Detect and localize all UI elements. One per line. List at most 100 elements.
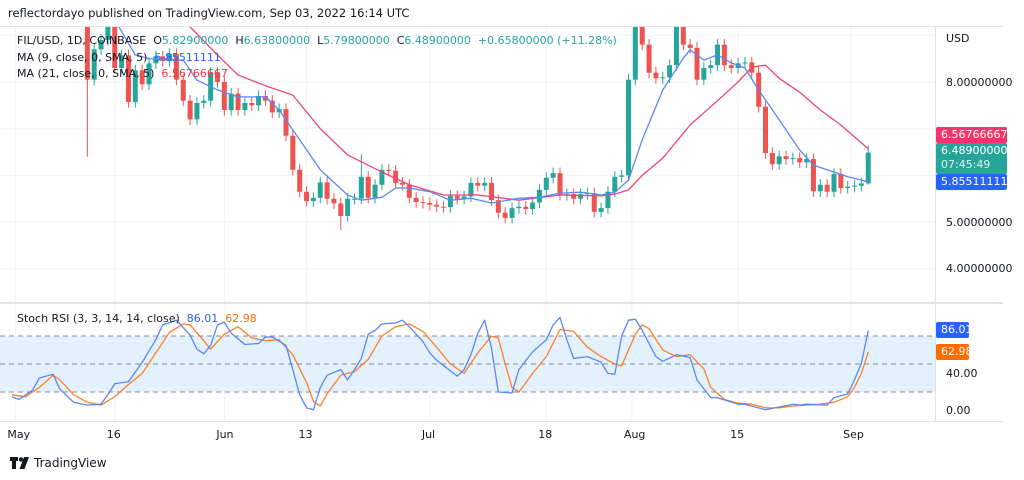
candle-body: [399, 182, 405, 185]
legend-open: 5.82900000: [161, 34, 229, 47]
candle-body: [345, 198, 351, 217]
candle: [119, 49, 125, 74]
candle: [317, 176, 323, 204]
time-axis-border: [0, 421, 1003, 422]
candle: [612, 171, 618, 198]
candle-body: [194, 103, 200, 120]
candle-body: [591, 193, 597, 212]
candle-body: [673, 27, 679, 66]
legend-o-label: O: [153, 34, 162, 47]
candle-body: [98, 39, 104, 50]
candle-body: [310, 197, 316, 202]
legend-change: +0.65800000 (+11.28%): [477, 34, 617, 47]
candle-body: [680, 27, 686, 45]
candle: [420, 196, 426, 209]
candle-body: [358, 176, 364, 199]
candle: [530, 196, 536, 215]
price-axis-label: 8.00000000: [946, 76, 1013, 89]
candle: [475, 177, 481, 192]
legend-c-label: C: [396, 34, 405, 47]
bar-countdown: 07:45:49: [941, 158, 991, 171]
candle-body: [489, 182, 494, 201]
candle: [543, 172, 549, 196]
candle-body: [667, 65, 673, 78]
candle-body: [804, 159, 810, 163]
candle-body: [324, 182, 330, 199]
candle: [461, 190, 467, 205]
candle: [132, 64, 138, 108]
candle: [516, 201, 522, 214]
candle: [797, 152, 803, 168]
pane-divider[interactable]: [0, 302, 1003, 304]
stoch-axis-label: 0.00: [946, 404, 971, 417]
legend-symbol[interactable]: FIL/USD, 1D, COINBASE: [17, 34, 147, 47]
candle-body: [701, 67, 707, 80]
candle: [215, 67, 220, 88]
candle-body: [536, 189, 542, 203]
candle: [865, 145, 871, 185]
candle-body: [461, 196, 467, 199]
candle: [324, 176, 330, 205]
legend-ma9[interactable]: MA (9, close, 0, SMA, 5) 5.85511111: [17, 51, 221, 64]
candle-body: [790, 158, 796, 160]
candle-body: [516, 206, 522, 209]
stoch-k-value: 86.01: [186, 312, 219, 325]
candle: [783, 150, 789, 165]
candle-body: [125, 55, 131, 103]
candle-body: [290, 135, 296, 170]
candle: [297, 164, 303, 198]
candle-body: [605, 191, 611, 209]
candle-body: [687, 44, 693, 48]
candle-body: [386, 169, 392, 171]
stoch-legend[interactable]: Stoch RSI (3, 3, 14, 14, close) 86.01 62…: [17, 312, 257, 325]
pane-top-border: [0, 26, 1003, 27]
candle-body: [550, 173, 556, 178]
candle-body: [626, 79, 631, 176]
candle: [687, 39, 693, 54]
ma21-line: [189, 27, 869, 201]
candle-body: [297, 169, 303, 192]
candle-body: [653, 72, 659, 79]
candle: [721, 39, 727, 71]
last-price: 6.48900000: [941, 144, 1008, 157]
candle: [221, 76, 227, 116]
candle-body: [865, 152, 871, 184]
ma9-line: [118, 27, 869, 204]
tradingview-logo[interactable]: TradingView: [10, 456, 107, 470]
candle: [434, 199, 440, 213]
candle-body: [84, 27, 90, 80]
candle-body: [427, 202, 433, 205]
price-axis-label: 5.00000000: [946, 216, 1013, 229]
last-price-tag: 6.48900000 07:45:49: [936, 143, 1007, 174]
candle-body: [858, 183, 864, 186]
published-caption: reflectordayo published on TradingView.c…: [8, 6, 410, 20]
candle-body: [119, 55, 125, 68]
candle: [605, 186, 611, 214]
candle-body: [632, 27, 638, 80]
candle: [372, 179, 378, 204]
tradingview-logo-icon: [10, 457, 29, 469]
candle: [523, 201, 529, 215]
candle: [817, 179, 823, 197]
candle-body: [578, 194, 584, 199]
candle-body: [728, 65, 734, 68]
candle: [358, 154, 364, 205]
candle: [228, 88, 234, 116]
candle: [187, 95, 193, 125]
stoch-band: [0, 335, 935, 393]
candle-body: [769, 152, 775, 165]
candle-body: [721, 44, 727, 66]
legend-ma21[interactable]: MA (21, close, 0, SMA, 5) 6.56766667: [17, 67, 228, 80]
candle-body: [845, 186, 851, 189]
candle-body: [495, 200, 501, 213]
candle-body: [406, 184, 412, 198]
candle-body: [543, 177, 549, 190]
candle: [84, 27, 90, 157]
candle-body: [454, 195, 460, 199]
candle-body: [447, 195, 453, 208]
candle-body: [331, 198, 337, 204]
candle-body: [612, 176, 618, 192]
candle-body: [831, 173, 837, 192]
candle-body: [317, 182, 323, 198]
